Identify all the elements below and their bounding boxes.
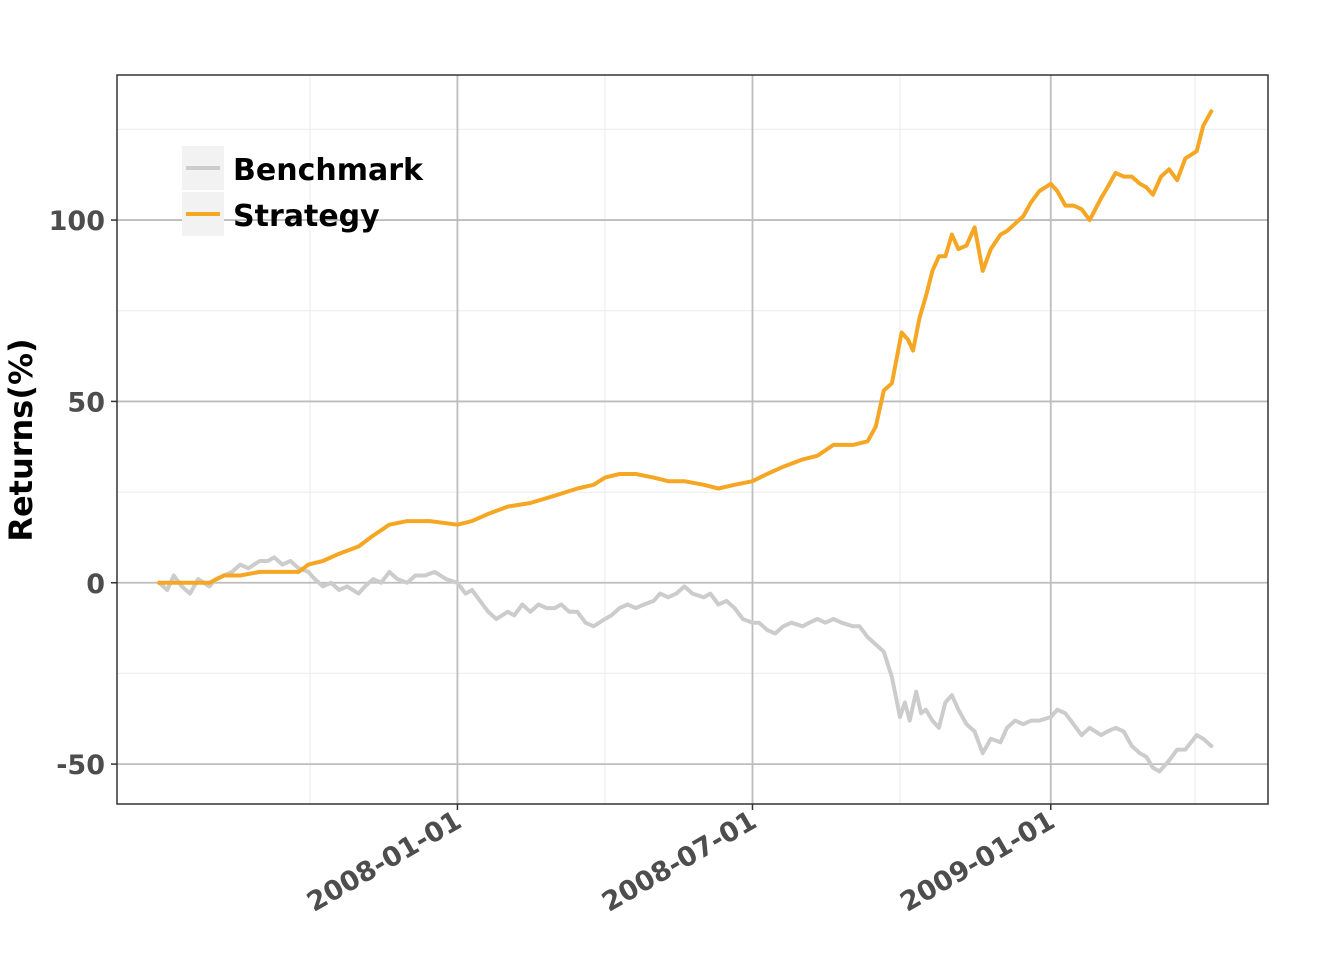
- major-gridlines: [117, 75, 1268, 804]
- y-tick-label: 0: [86, 569, 105, 600]
- y-axis-ticks: -50 0 50 100: [49, 206, 117, 781]
- x-tick-label: 2008-01-01: [302, 805, 467, 918]
- legend: Benchmark Strategy: [182, 146, 424, 236]
- x-tick-label: 2008-07-01: [597, 805, 762, 918]
- x-axis-ticks: 2008-01-01 2008-07-01 2009-01-01: [302, 804, 1060, 918]
- series-line-benchmark: [157, 555, 1214, 774]
- legend-label-strategy: Strategy: [233, 199, 380, 234]
- y-tick-label: 100: [49, 206, 105, 237]
- series-layer: [157, 109, 1214, 774]
- plot-panel: [117, 75, 1268, 804]
- y-tick-label: 50: [67, 387, 105, 418]
- x-tick-label: 2009-01-01: [895, 805, 1060, 918]
- plot-border: [116, 74, 1269, 805]
- minor-gridlines: [117, 75, 1268, 804]
- y-tick-label: -50: [56, 750, 105, 781]
- y-axis-title: Returns(%): [2, 338, 40, 541]
- legend-label-benchmark: Benchmark: [233, 153, 424, 188]
- series-line-strategy: [157, 109, 1214, 585]
